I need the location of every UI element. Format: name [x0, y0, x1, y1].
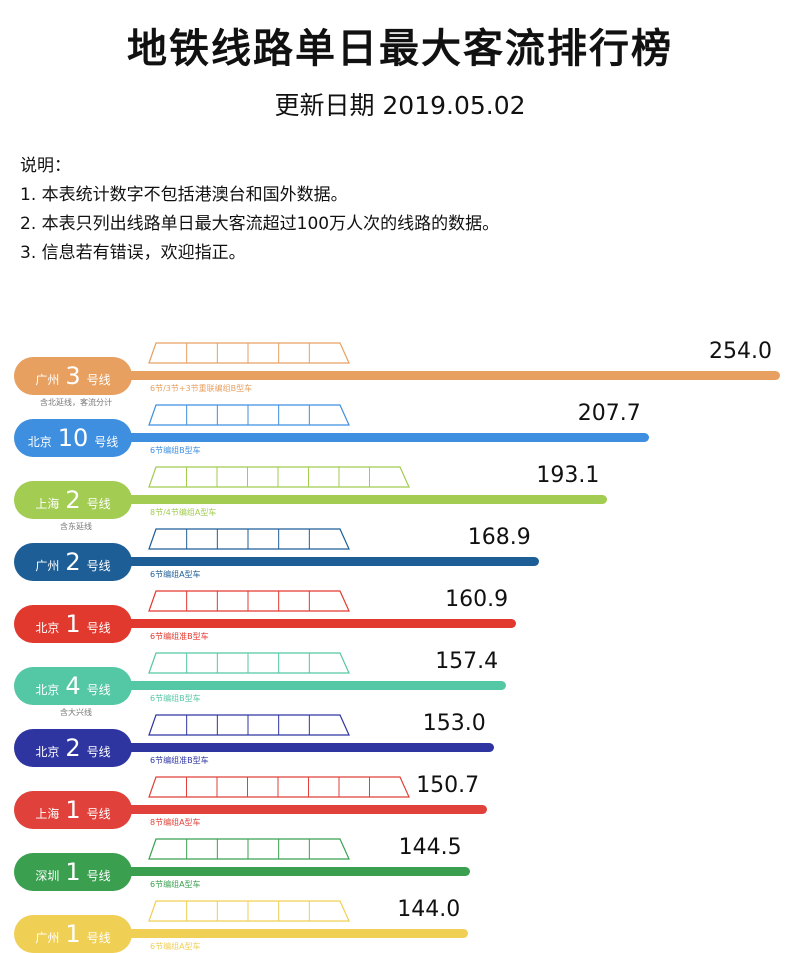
value-label: 157.4 [435, 649, 499, 674]
train-outline [148, 838, 350, 860]
train-outline [148, 404, 350, 426]
bar [60, 619, 517, 628]
line-label-suffix: 号线 [86, 931, 111, 945]
line-label-number: 1 [65, 920, 81, 948]
bar [60, 681, 507, 690]
line-label-number: 1 [65, 858, 81, 886]
line-label: 广州 1 号线 [14, 915, 132, 953]
note-item: 3. 信息若有错误，欢迎指正。 [20, 243, 246, 263]
line-label-number: 4 [65, 672, 81, 700]
line-label: 上海 2 号线 [14, 481, 132, 519]
train-note: 6节/3节+3节重联编组B型车 [150, 384, 253, 393]
line-label-suffix: 号线 [86, 745, 111, 759]
line-label-suffix: 号线 [86, 497, 111, 511]
line-label-suffix: 号线 [86, 559, 111, 573]
line-label: 北京 10 号线 [14, 419, 132, 457]
line-label-city: 北京 [35, 621, 60, 635]
train-outline [148, 776, 410, 798]
train-outline [148, 652, 350, 674]
value-label: 144.5 [398, 835, 462, 860]
line-label-number: 1 [65, 796, 81, 824]
page-title: 地铁线路单日最大客流排行榜 [127, 26, 673, 72]
value-label: 160.9 [445, 587, 509, 612]
notes: 说明： 1. 本表统计数字不包括港澳台和国外数据。 2. 本表只列出线路单日最大… [20, 152, 499, 268]
line-label-suffix: 号线 [86, 683, 111, 697]
line-label: 上海 1 号线 [14, 791, 132, 829]
train-note: 8节/4节编组A型车 [150, 508, 217, 517]
line-label-number: 10 [57, 424, 89, 452]
line-label: 广州 2 号线 [14, 543, 132, 581]
bar [60, 495, 608, 504]
line-label-city: 上海 [35, 497, 60, 511]
note-item: 2. 本表只列出线路单日最大客流超过100万人次的线路的数据。 [20, 214, 500, 234]
value-label: 254.0 [709, 339, 772, 364]
train-note: 6节编组准B型车 [150, 756, 209, 765]
line-label-number: 2 [65, 486, 81, 514]
line-label: 广州 3 号线 [14, 357, 132, 395]
bar [60, 557, 539, 566]
line-label: 北京 1 号线 [14, 605, 132, 643]
line-sub-note: 含大兴线 [60, 708, 92, 717]
value-label: 207.7 [577, 401, 641, 426]
line-sub-note: 含东延线 [60, 522, 92, 531]
ranking-chart: 254.0 6节/3节+3节重联编组B型车 广州 3 号线 含北延线，客流分计 207.7 6… [0, 330, 800, 953]
line-label-city: 北京 [35, 683, 60, 697]
note-item: 1. 本表统计数字不包括港澳台和国外数据。 [20, 185, 348, 205]
line-label-number: 2 [65, 734, 81, 762]
train-note: 6节编组准B型车 [150, 632, 209, 641]
update-date: 更新日期 2019.05.02 [274, 91, 526, 120]
train-outline [148, 528, 350, 550]
line-label-number: 1 [65, 610, 81, 638]
train-outline [148, 466, 410, 488]
bar [60, 805, 488, 814]
bar [60, 743, 494, 752]
train-note: 6节编组A型车 [150, 942, 201, 951]
train-outline [148, 342, 350, 364]
line-label-number: 3 [65, 362, 81, 390]
value-label: 144.0 [397, 897, 461, 922]
line-label-suffix: 号线 [94, 435, 119, 449]
value-label: 153.0 [422, 711, 486, 736]
value-label: 193.1 [536, 463, 600, 488]
value-label: 168.9 [467, 525, 531, 550]
notes-heading: 说明： [20, 156, 71, 176]
line-label-city: 北京 [27, 435, 52, 449]
line-label: 深圳 1 号线 [14, 853, 132, 891]
train-outline [148, 714, 350, 736]
line-sub-note: 含北延线，客流分计 [40, 398, 112, 407]
line-label: 北京 4 号线 [14, 667, 132, 705]
line-label: 北京 2 号线 [14, 729, 132, 767]
train-note: 8节编组A型车 [150, 818, 201, 827]
bar [60, 867, 470, 876]
line-label-city: 广州 [35, 931, 60, 945]
train-note: 6节编组A型车 [150, 570, 201, 579]
line-label-city: 广州 [35, 373, 60, 387]
train-note: 6节编组A型车 [150, 880, 201, 889]
line-label-suffix: 号线 [86, 621, 111, 635]
train-note: 6节编组B型车 [150, 694, 201, 703]
line-label-suffix: 号线 [86, 373, 111, 387]
train-note: 6节编组B型车 [150, 446, 201, 455]
line-label-suffix: 号线 [86, 869, 111, 883]
line-label-city: 广州 [35, 559, 60, 573]
bar [60, 929, 469, 938]
line-label-city: 深圳 [35, 869, 60, 883]
bar [60, 433, 649, 442]
value-label: 150.7 [416, 773, 480, 798]
line-label-number: 2 [65, 548, 81, 576]
train-outline [148, 590, 350, 612]
line-label-suffix: 号线 [86, 807, 111, 821]
line-label-city: 上海 [35, 807, 60, 821]
train-outline [148, 900, 350, 922]
line-label-city: 北京 [35, 745, 60, 759]
bar [60, 371, 780, 380]
